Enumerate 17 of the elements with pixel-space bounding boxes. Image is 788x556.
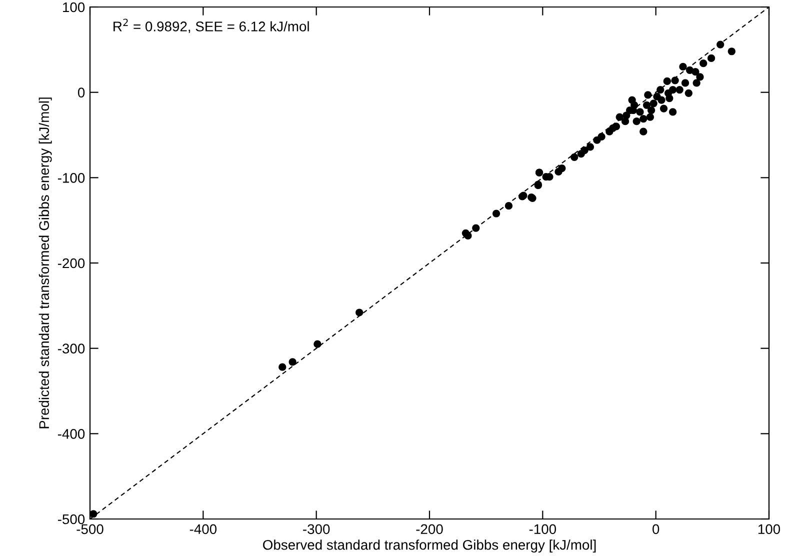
y-tick-label: 0 <box>78 88 85 98</box>
x-tick-label: 100 <box>758 524 780 534</box>
y-tick-label: -400 <box>58 429 85 439</box>
x-tick-label: -200 <box>416 524 443 534</box>
y-tick-label: -200 <box>58 258 85 268</box>
annotation: R$^{2}$ = 0.9892, SEE = 6.12 kJ/mol <box>114 18 309 34</box>
y-tick-label: 100 <box>63 2 85 12</box>
y-axis-title: Predicted standard transformed Gibbs energy [kJ/mol] <box>38 98 52 428</box>
x-tick-label: -300 <box>303 524 330 534</box>
x-tick-label: -500 <box>76 524 104 534</box>
x-tick-label: 0 <box>652 524 660 534</box>
y-tick-label: -500 <box>58 514 85 524</box>
x-tick-label: -100 <box>529 524 556 534</box>
x-tick-label: -400 <box>190 524 217 534</box>
y-tick-label: -300 <box>58 344 85 354</box>
y-tick-label: -100 <box>58 173 85 183</box>
x-axis-title: Observed standard transformed Gibbs energy [kJ/mol] <box>263 540 596 553</box>
